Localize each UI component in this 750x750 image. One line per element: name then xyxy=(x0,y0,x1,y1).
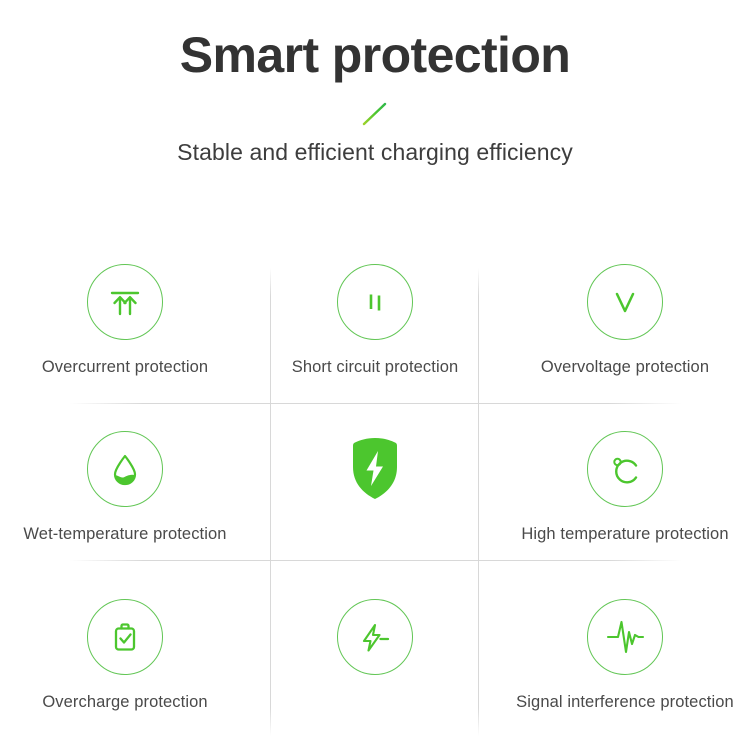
short-circuit-bars-icon xyxy=(369,294,381,311)
feature-label-short-circuit: Short circuit protection xyxy=(291,358,459,376)
feature-cell-signal-interference[interactable]: Signal interference protection xyxy=(500,583,750,750)
feature-cell-wet-temperature[interactable]: Wet-temperature protection xyxy=(0,415,250,582)
feature-label-high-temperature: High temperature protection xyxy=(521,525,729,544)
celsius-degree-icon xyxy=(613,458,638,484)
bolt-dash-icon xyxy=(362,623,390,652)
shield-bolt-icon xyxy=(353,438,397,500)
icon-circle-wet-temperature xyxy=(87,431,163,508)
feature-grid: Overcurrent protection Short circuit pro… xyxy=(0,248,750,750)
page-subtitle: Stable and efficient charging efficiency xyxy=(177,139,573,165)
icon-circle-short-circuit xyxy=(337,264,413,340)
feature-label-overvoltage: Overvoltage protection xyxy=(540,358,710,376)
icon-circle-signal-interference xyxy=(587,598,663,675)
icon-plain-shield xyxy=(337,431,413,507)
overcurrent-arrows-icon xyxy=(110,291,140,316)
battery-check-icon xyxy=(114,623,136,651)
accent-slash-container xyxy=(0,93,750,139)
icon-circle-high-temperature xyxy=(587,431,663,508)
feature-cell-overcharge[interactable]: Overcharge protection xyxy=(0,583,250,750)
overvoltage-v-icon xyxy=(615,292,635,313)
feature-cell-high-temperature[interactable]: High temperature protection xyxy=(500,415,750,582)
feature-label-overcharge: Overcharge protection xyxy=(42,692,208,711)
feature-cell-overvoltage[interactable]: Overvoltage protection xyxy=(500,248,750,415)
feature-label-overcurrent: Overcurrent protection xyxy=(41,358,209,376)
feature-cell-short-circuit[interactable]: Short circuit protection xyxy=(250,248,500,415)
feature-cell-shield[interactable] xyxy=(250,415,500,582)
water-drop-icon xyxy=(113,455,137,486)
waveform-pulse-icon xyxy=(606,620,645,653)
feature-cell-overcurrent[interactable]: Overcurrent protection xyxy=(0,248,250,415)
icon-circle-overcurrent xyxy=(87,264,163,340)
icon-circle-bolt-dash xyxy=(337,598,413,675)
diagonal-slash-icon xyxy=(362,102,387,126)
feature-label-signal-interference: Signal interference protection xyxy=(516,692,734,711)
feature-cell-bolt-dash[interactable] xyxy=(250,583,500,750)
icon-circle-overcharge xyxy=(87,598,163,675)
feature-label-wet-temperature: Wet-temperature protection xyxy=(23,525,227,544)
page-title: Smart protection xyxy=(179,27,571,83)
page-header: Smart protection Stable and efficient ch… xyxy=(0,0,750,166)
icon-circle-overvoltage xyxy=(587,264,663,340)
